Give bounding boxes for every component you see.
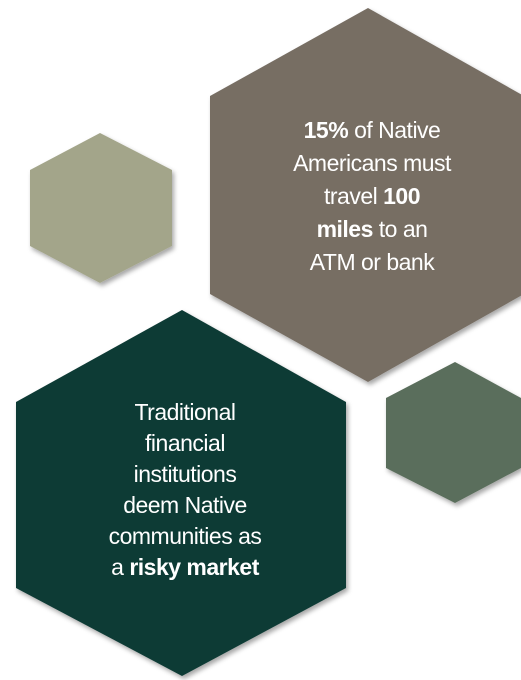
callout-text: 15% of Native Americans must travel 100 mil… [293, 117, 452, 275]
text-line: miles to an [317, 216, 428, 242]
hexagon-green [386, 362, 521, 503]
hexagon-olive [30, 133, 172, 283]
bold-text: miles [317, 216, 373, 242]
text: communities as [109, 523, 262, 549]
text: to an [373, 216, 428, 242]
text-line: institutions [134, 461, 237, 487]
text: Traditional [134, 399, 235, 425]
text-line: a risky market [111, 554, 260, 580]
text-line: financial [145, 430, 225, 456]
text: Americans must [293, 150, 452, 176]
bold-text: 100 [383, 183, 420, 209]
bold-text: risky market [129, 554, 259, 580]
text-line: Americans must [293, 150, 452, 176]
text-line: travel 100 [324, 183, 420, 209]
text: deem Native [123, 492, 247, 518]
text-line: Traditional [134, 399, 235, 425]
hexagon-teal [16, 310, 346, 676]
bold-text: 15% [304, 117, 349, 143]
text: financial [145, 430, 225, 456]
callout-text: Traditional financial institutions deem Nat… [109, 399, 262, 580]
text: ATM or bank [310, 249, 435, 275]
text: of Native [348, 117, 440, 143]
text: a [111, 554, 129, 580]
text-line: ATM or bank [310, 249, 435, 275]
text-line: deem Native [123, 492, 247, 518]
text-line: 15% of Native [304, 117, 441, 143]
hexagon-brown [210, 8, 521, 382]
text-line: communities as [109, 523, 262, 549]
text: travel [324, 183, 383, 209]
text: institutions [134, 461, 237, 487]
